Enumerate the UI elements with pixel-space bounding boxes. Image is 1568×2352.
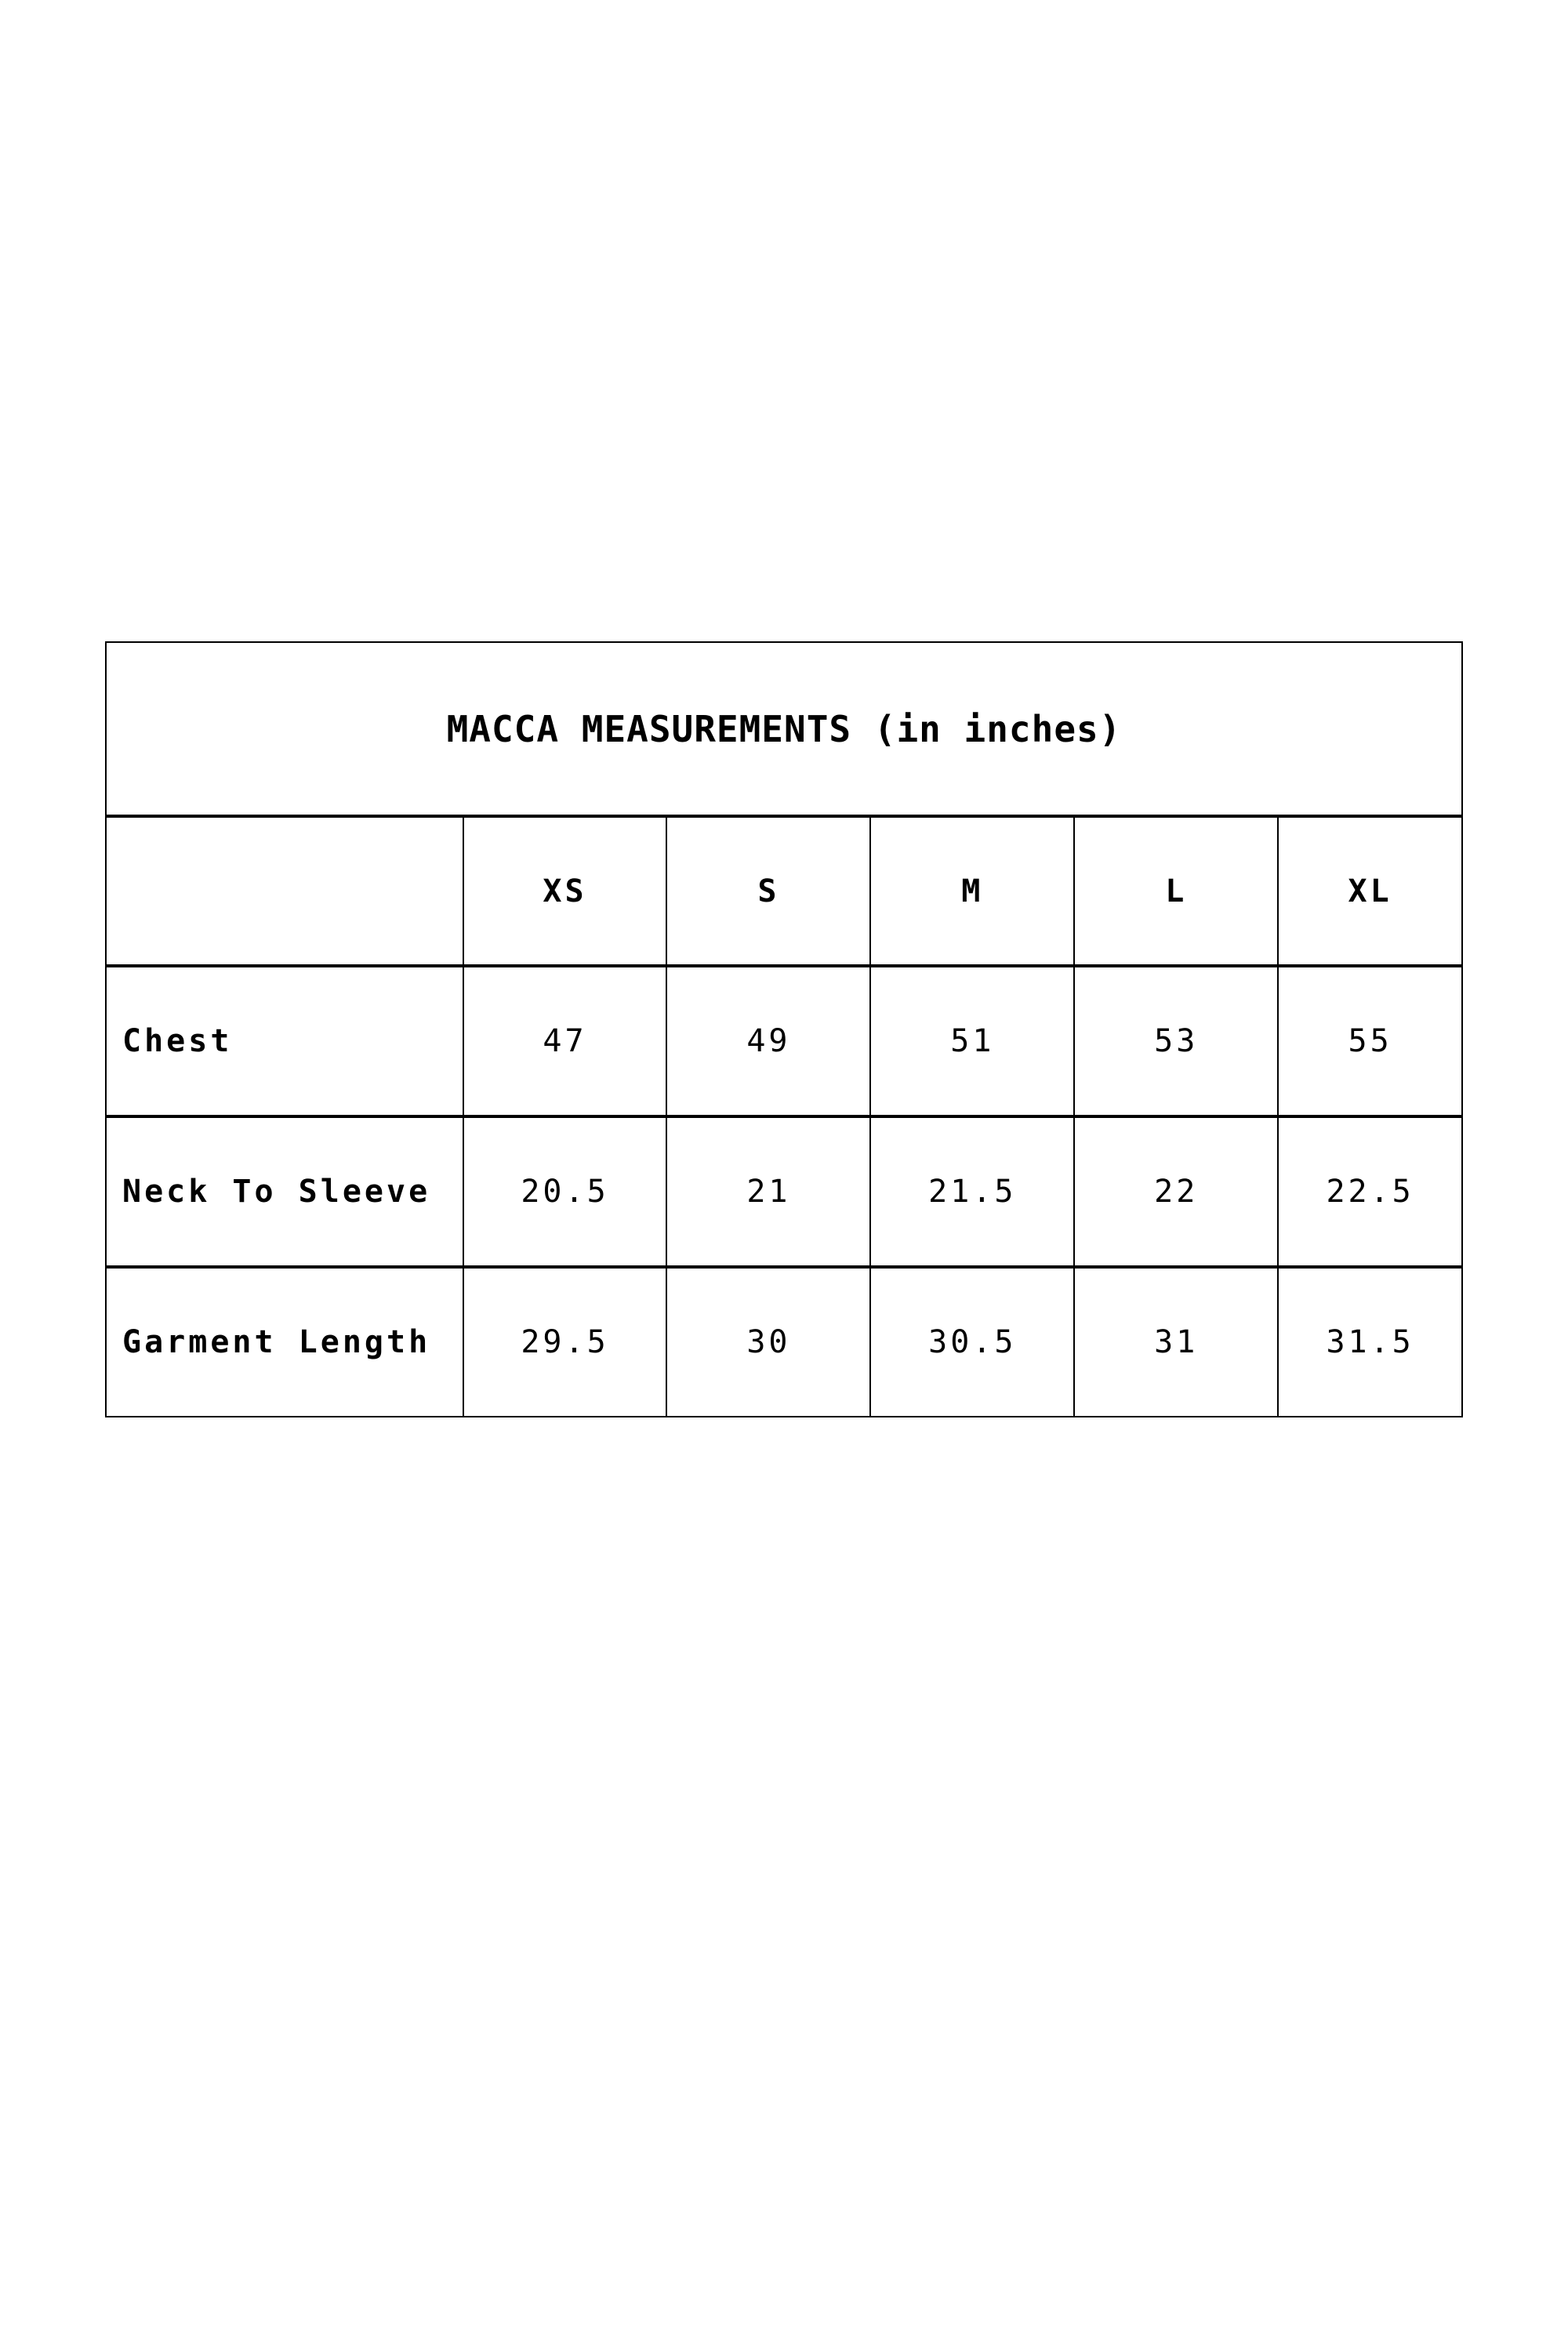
cell-garment-length-xl: 31.5 xyxy=(1277,1265,1463,1417)
row-label-garment-length: Garment Length xyxy=(105,1265,464,1417)
size-header-row: XS S M L XL xyxy=(105,815,1463,967)
cell-garment-length-l: 31 xyxy=(1073,1265,1279,1417)
cell-neck-to-sleeve-xl: 22.5 xyxy=(1277,1115,1463,1268)
cell-chest-s: 49 xyxy=(666,964,872,1117)
cell-neck-to-sleeve-xs: 20.5 xyxy=(462,1115,668,1268)
table-row-neck-to-sleeve: Neck To Sleeve 20.5 21 21.5 22 22.5 xyxy=(105,1115,1463,1268)
cell-chest-xl: 55 xyxy=(1277,964,1463,1117)
cell-garment-length-s: 30 xyxy=(666,1265,872,1417)
corner-cell xyxy=(105,815,464,967)
column-header-xl: XL xyxy=(1277,815,1463,967)
table-title-row: MACCA MEASUREMENTS (in inches) xyxy=(105,641,1463,817)
table-row-garment-length: Garment Length 29.5 30 30.5 31 31.5 xyxy=(105,1265,1463,1417)
cell-chest-m: 51 xyxy=(869,964,1076,1117)
column-header-s: S xyxy=(666,815,872,967)
cell-chest-xs: 47 xyxy=(462,964,668,1117)
column-header-l: L xyxy=(1073,815,1279,967)
cell-neck-to-sleeve-m: 21.5 xyxy=(869,1115,1076,1268)
cell-garment-length-xs: 29.5 xyxy=(462,1265,668,1417)
row-label-neck-to-sleeve: Neck To Sleeve xyxy=(105,1115,464,1268)
chart-title: MACCA MEASUREMENTS (in inches) xyxy=(105,641,1463,817)
size-chart-table: MACCA MEASUREMENTS (in inches) XS S M L … xyxy=(105,641,1463,1417)
table-row-chest: Chest 47 49 51 53 55 xyxy=(105,964,1463,1117)
cell-neck-to-sleeve-s: 21 xyxy=(666,1115,872,1268)
cell-neck-to-sleeve-l: 22 xyxy=(1073,1115,1279,1268)
column-header-xs: XS xyxy=(462,815,668,967)
row-label-chest: Chest xyxy=(105,964,464,1117)
column-header-m: M xyxy=(869,815,1076,967)
cell-garment-length-m: 30.5 xyxy=(869,1265,1076,1417)
cell-chest-l: 53 xyxy=(1073,964,1279,1117)
